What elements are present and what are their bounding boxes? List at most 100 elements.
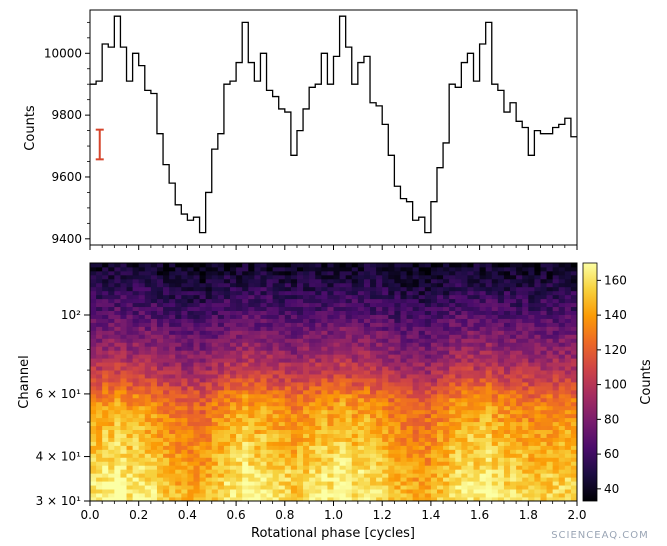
heatmap-cell [150, 493, 158, 498]
heatmap-cell [278, 322, 286, 327]
heatmap-cell [236, 354, 243, 359]
heatmap-cell [546, 453, 554, 458]
heatmap-cell [230, 366, 237, 371]
heatmap-cell [424, 389, 432, 395]
heatmap-cell [564, 425, 572, 430]
heatmap-cell [102, 441, 109, 446]
heatmap-cell [357, 481, 365, 486]
heatmap-cell [370, 322, 377, 327]
heatmap-cell [144, 346, 152, 351]
heatmap-cell [552, 389, 560, 395]
heatmap-cell [254, 453, 261, 458]
heatmap-cell [491, 385, 499, 391]
heatmap-cell [564, 290, 572, 296]
heatmap-cell [485, 453, 493, 458]
heatmap-cell [424, 449, 432, 454]
heatmap-cell [430, 409, 438, 415]
heatmap-cell [479, 374, 487, 379]
heatmap-cell [418, 461, 426, 466]
heatmap-cell [455, 378, 462, 383]
heatmap-cell [473, 497, 480, 502]
heatmap-cell [540, 274, 547, 280]
heatmap-cell [333, 421, 340, 427]
heatmap-cell [394, 477, 401, 482]
heatmap-cell [132, 397, 140, 403]
heatmap-cell [430, 370, 438, 375]
heatmap-cell [467, 481, 474, 486]
heatmap-cell [388, 445, 395, 450]
heatmap-cell [443, 342, 450, 347]
heatmap-cell [102, 401, 109, 407]
heatmap-cell [540, 366, 547, 371]
heatmap-cell [236, 322, 243, 327]
heatmap-cell [327, 449, 334, 454]
heatmap-cell [418, 326, 426, 331]
heatmap-cell [382, 437, 389, 442]
heatmap-cell [138, 397, 146, 403]
heatmap-cell [382, 298, 389, 304]
heatmap-cell [132, 278, 140, 284]
heatmap-cell [461, 378, 468, 383]
heatmap-cell [272, 318, 280, 323]
heatmap-cell [376, 270, 383, 276]
heatmap-cell [303, 350, 310, 355]
heatmap-cell [473, 278, 480, 284]
heatmap-cell [558, 330, 566, 335]
heatmap-cell [388, 366, 395, 371]
heatmap-cell [552, 358, 560, 363]
heatmap-cell [485, 385, 493, 391]
heatmap-cell [205, 358, 213, 363]
heatmap-cell [363, 370, 371, 375]
heatmap-cell [303, 485, 310, 490]
heatmap-cell [236, 282, 243, 288]
heatmap-cell [138, 445, 146, 450]
heatmap-cell [193, 338, 200, 343]
heatmap-cell [357, 274, 365, 280]
heatmap-cell [254, 338, 261, 343]
heatmap-cell [510, 413, 517, 419]
colorbar-tick-label: 140 [604, 308, 627, 322]
heatmap-cell [363, 433, 371, 438]
heatmap-cell [510, 409, 517, 415]
heatmap-cell [497, 421, 505, 427]
heatmap-cell [351, 278, 359, 284]
heatmap-cell [357, 385, 365, 391]
heatmap-cell [443, 469, 450, 474]
heatmap-cell [412, 314, 420, 319]
heatmap-cell [132, 497, 140, 502]
heatmap-cell [102, 282, 109, 288]
heatmap-cell [467, 445, 474, 450]
heatmap-cell [260, 441, 267, 446]
heatmap-cell [315, 382, 322, 387]
heatmap-cell [522, 401, 529, 407]
heatmap-cell [418, 334, 426, 339]
heatmap-cell [540, 298, 547, 304]
heatmap-cell [96, 266, 103, 272]
heatmap-cell [187, 282, 194, 288]
heatmap-cell [497, 437, 505, 442]
heatmap-cell [540, 382, 547, 387]
heatmap-cell [272, 465, 280, 470]
heatmap-cell [503, 358, 511, 363]
heatmap-cell [278, 314, 286, 319]
heatmap-cell [351, 389, 359, 395]
heatmap-cell [516, 358, 523, 363]
heatmap-cell [230, 266, 237, 272]
heatmap-cell [363, 465, 371, 470]
heatmap-cell [461, 334, 468, 339]
heatmap-cell [266, 477, 274, 482]
heatmap-cell [96, 413, 103, 419]
heatmap-cell [479, 425, 487, 430]
heatmap-cell [102, 413, 109, 419]
heatmap-cell [534, 374, 541, 379]
heatmap-cell [473, 266, 480, 272]
x-tick-label: 1.6 [470, 508, 489, 522]
heatmap-cell [272, 393, 280, 399]
heatmap-cell [473, 393, 480, 399]
heatmap-cell [382, 385, 389, 391]
heatmap-cell [388, 346, 395, 351]
heatmap-cell [327, 322, 334, 327]
heatmap-cell [370, 461, 377, 466]
heatmap-cell [473, 282, 480, 288]
heatmap-cell [315, 330, 322, 335]
